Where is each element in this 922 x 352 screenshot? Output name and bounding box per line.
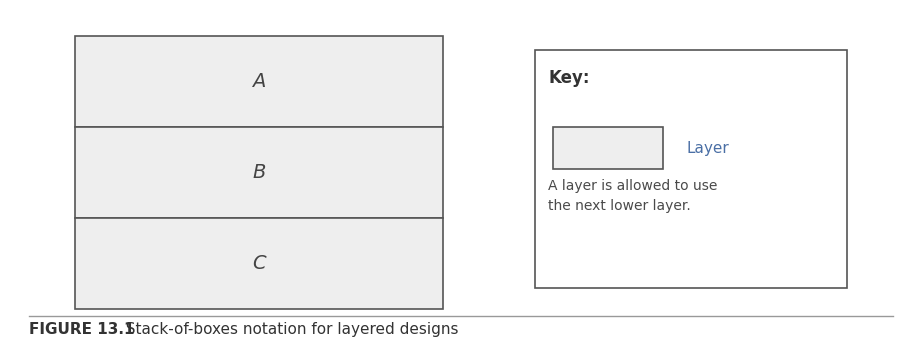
Text: FIGURE 13.1: FIGURE 13.1 (29, 322, 135, 337)
Text: C: C (252, 254, 266, 273)
Text: Key:: Key: (549, 69, 590, 88)
FancyBboxPatch shape (75, 218, 443, 309)
FancyBboxPatch shape (75, 36, 443, 127)
FancyBboxPatch shape (75, 127, 443, 218)
Text: B: B (252, 163, 266, 182)
Text: A layer is allowed to use
the next lower layer.: A layer is allowed to use the next lower… (549, 180, 717, 213)
Text: Layer: Layer (686, 140, 729, 156)
FancyBboxPatch shape (535, 50, 847, 288)
Text: A: A (252, 72, 266, 91)
Text: Stack-of-boxes notation for layered designs: Stack-of-boxes notation for layered desi… (116, 322, 459, 337)
FancyBboxPatch shape (553, 127, 663, 169)
